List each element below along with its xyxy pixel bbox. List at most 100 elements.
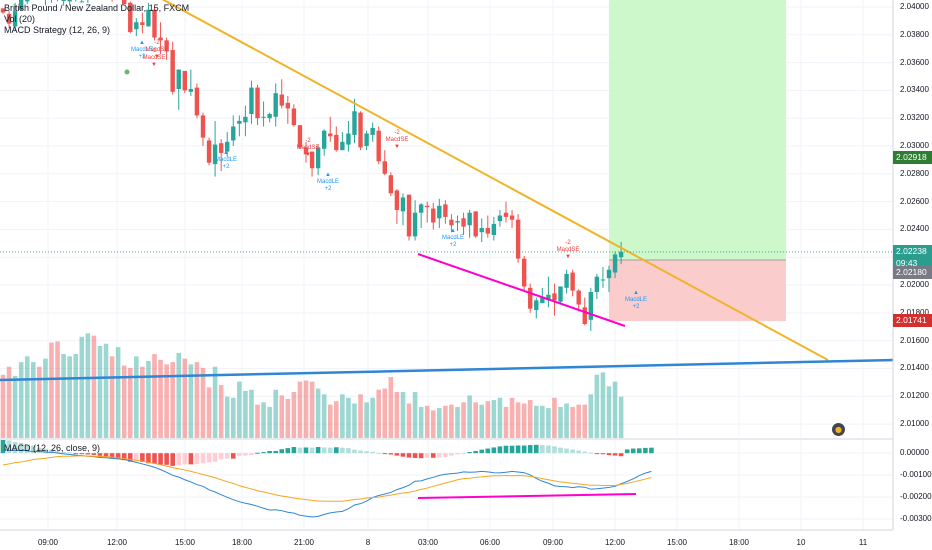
volume-bar — [261, 402, 266, 438]
price-tick-label: 2.03200 — [900, 113, 929, 123]
horizontal-trendline — [0, 358, 894, 382]
volume-bar — [243, 390, 248, 438]
time-tick-label: 03:00 — [417, 538, 439, 547]
candle — [582, 307, 587, 324]
macd-histogram-bar — [182, 453, 188, 465]
candle — [431, 208, 436, 223]
candle — [528, 287, 533, 309]
volume-bar — [79, 336, 85, 438]
macd-tick-label: -0.00200 — [900, 492, 932, 502]
macd-histogram-bar — [97, 453, 103, 456]
macd-histogram-bar — [61, 452, 66, 454]
volume-bar — [473, 402, 478, 438]
macd-histogram-bar — [0, 440, 6, 454]
signal-label: MacdLE — [441, 235, 464, 241]
macd-histogram-bar — [140, 453, 145, 462]
signal-qty: -2 — [394, 130, 400, 136]
macd-histogram-bar — [188, 453, 194, 465]
volume-bar — [479, 404, 485, 438]
macd-histogram-bar — [358, 450, 363, 454]
macd-histogram-bar — [424, 453, 430, 458]
volume-bar — [273, 389, 278, 438]
macd-histogram-bar — [115, 453, 121, 459]
macd-histogram-bar — [467, 452, 472, 454]
macd-histogram-bar — [31, 445, 36, 454]
macd-histogram-bar — [606, 453, 612, 456]
candle — [600, 279, 606, 281]
macd-histogram-bar — [91, 453, 97, 455]
macd-histogram-bar — [612, 453, 618, 456]
candle — [418, 204, 424, 213]
candle — [212, 144, 218, 165]
macd-histogram-bar — [176, 453, 182, 466]
candle — [382, 161, 387, 174]
signal-label: MacdLE — [316, 179, 339, 185]
macd-histogram-bar — [103, 453, 109, 457]
candle — [255, 87, 260, 119]
macd-histogram-bar — [85, 453, 91, 455]
candle — [146, 9, 151, 27]
volume-bar — [0, 374, 6, 438]
signal-label: MacdSE — [385, 137, 409, 143]
price-tick-label: 2.02000 — [900, 280, 929, 290]
candle — [188, 88, 194, 92]
macd-histogram-bar — [376, 452, 382, 454]
macd-histogram-bar — [546, 445, 551, 454]
price-tick-label: 2.02600 — [900, 196, 929, 206]
volume-bar — [218, 385, 224, 438]
signal-qty: +2 — [222, 164, 230, 170]
candle — [128, 2, 133, 32]
target-zone — [609, 0, 786, 261]
candle — [61, 0, 66, 1]
macd-histogram-bar — [237, 453, 242, 456]
candle — [412, 212, 418, 237]
volume-bar — [321, 394, 327, 438]
macd-histogram-bar — [588, 452, 594, 454]
chart-settings-icon[interactable]: ● — [832, 423, 845, 436]
candle — [140, 22, 145, 26]
macd-histogram-bar — [261, 452, 266, 454]
candle — [182, 70, 187, 91]
volume-bar — [352, 403, 357, 438]
macd-histogram-bar — [576, 450, 581, 454]
volume-bar — [449, 404, 454, 438]
volume-bar — [437, 408, 442, 438]
volume-bar — [194, 362, 200, 438]
candle — [588, 292, 594, 320]
volume-bar — [540, 405, 545, 438]
volume-bar — [327, 404, 333, 438]
candle — [328, 133, 333, 137]
price-tick-label: 2.03400 — [900, 85, 929, 95]
volume-bar — [418, 406, 424, 438]
short-entry-signal: -2 MacdSE ▼ — [296, 138, 320, 159]
candle — [218, 143, 224, 153]
volume-bar — [570, 406, 575, 438]
marker-dot — [124, 69, 130, 75]
volume-bar — [121, 365, 127, 438]
volume-bar — [564, 403, 569, 438]
candle — [273, 93, 278, 117]
time-tick-label: 06:00 — [479, 538, 501, 547]
candle — [237, 120, 242, 124]
signal-label: MacdSE — [142, 55, 166, 61]
macd-histogram-bar — [200, 453, 206, 464]
macd-line — [2, 449, 652, 518]
short-arrow-icon: ▼ — [151, 62, 157, 68]
candle — [473, 211, 478, 237]
candle — [485, 228, 490, 234]
macd-histogram-bar — [521, 445, 527, 454]
macd-histogram-bar — [594, 453, 600, 455]
candle — [170, 50, 175, 92]
volume-bar — [297, 381, 303, 438]
macd-histogram-bar — [564, 448, 569, 454]
volume-bar — [443, 405, 448, 438]
price-tick-label: 2.04000 — [900, 1, 929, 11]
volume-bar — [400, 392, 406, 438]
time-tick-label: 21:00 — [293, 538, 315, 547]
volume-bar — [146, 360, 151, 438]
candle — [158, 37, 163, 41]
volume-bar — [600, 372, 606, 438]
volume-bar — [491, 400, 497, 438]
volume-bar — [18, 362, 24, 438]
